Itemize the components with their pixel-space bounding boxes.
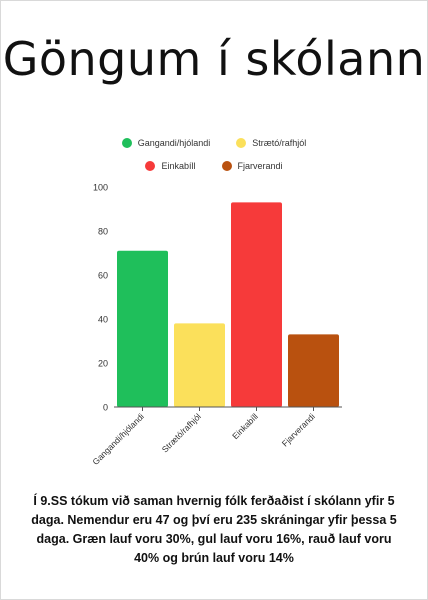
bar: [231, 202, 282, 407]
legend-swatch-icon: [221, 161, 232, 171]
y-tick-label: 60: [98, 271, 108, 281]
y-tick-label: 40: [98, 315, 108, 325]
legend-label: Strætó/rafhjól: [252, 138, 307, 148]
legend-item: Strætó/rafhjól: [236, 138, 306, 148]
y-tick-label: 0: [103, 403, 108, 413]
x-tick-label: Gangandi/hjólandi: [90, 411, 146, 467]
x-tick-label: Fjarverandi: [280, 411, 317, 448]
y-tick-label: 100: [93, 183, 108, 193]
chart-legend: Gangandi/hjólandi Strætó/rafhjól Einkabí…: [0, 138, 428, 184]
legend-swatch-icon: [121, 138, 132, 148]
y-tick-label: 80: [98, 227, 108, 237]
x-tick-label: Einkabíll: [230, 411, 260, 441]
legend-item: Einkabíll: [145, 161, 196, 171]
legend-item: Gangandi/hjólandi: [121, 138, 211, 148]
legend-label: Einkabíll: [161, 161, 196, 171]
bar: [288, 334, 339, 407]
x-tick-label: Strætó/rafhjól: [160, 411, 203, 454]
y-tick-label: 20: [98, 359, 108, 369]
legend-swatch-icon: [145, 161, 156, 171]
legend-row-1: Gangandi/hjólandi Strætó/rafhjól: [0, 138, 428, 148]
legend-label: Gangandi/hjólandi: [137, 138, 211, 148]
chart-caption: Í 9.SS tókum við saman hvernig fólk ferð…: [31, 494, 397, 565]
legend-swatch-icon: [236, 138, 247, 148]
legend-label: Fjarverandi: [237, 161, 283, 171]
bar: [174, 323, 225, 407]
bar: [117, 250, 168, 407]
page-title: Göngum í skólann: [2, 32, 426, 86]
legend-row-2: Einkabíll Fjarverandi: [0, 161, 428, 171]
legend-item: Fjarverandi: [221, 161, 283, 171]
